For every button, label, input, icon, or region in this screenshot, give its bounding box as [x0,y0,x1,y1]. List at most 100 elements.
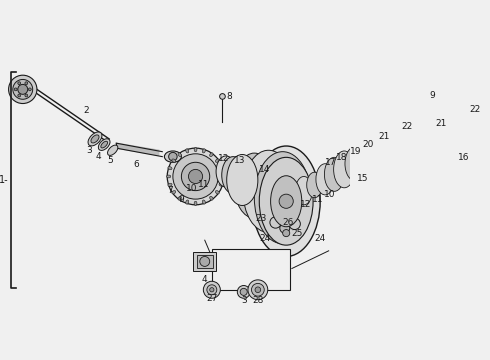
Text: 4: 4 [96,152,101,161]
Ellipse shape [194,148,197,152]
Circle shape [251,283,264,296]
Ellipse shape [421,99,424,103]
Circle shape [9,75,37,104]
Text: 18: 18 [336,153,347,162]
Ellipse shape [202,200,205,204]
Text: 9: 9 [429,90,435,99]
Text: 11: 11 [312,195,324,204]
Ellipse shape [210,153,213,157]
Ellipse shape [178,153,181,157]
Ellipse shape [210,196,213,200]
Ellipse shape [243,150,294,233]
Circle shape [279,194,294,208]
Ellipse shape [441,154,444,158]
Ellipse shape [411,103,415,107]
Ellipse shape [270,176,302,227]
Ellipse shape [455,129,460,132]
Ellipse shape [421,158,424,162]
Ellipse shape [101,141,108,148]
Ellipse shape [186,149,189,153]
Text: 12: 12 [218,154,229,163]
Circle shape [248,280,268,300]
Ellipse shape [295,176,313,205]
Text: 21: 21 [435,119,446,128]
Bar [197,255,213,268]
Ellipse shape [194,201,197,206]
Circle shape [412,115,443,146]
Ellipse shape [454,119,458,122]
Ellipse shape [91,135,99,143]
Circle shape [270,217,281,228]
Text: 2: 2 [84,106,89,115]
Ellipse shape [398,119,402,122]
Circle shape [255,287,261,293]
Ellipse shape [403,109,407,113]
Ellipse shape [88,132,102,146]
Text: 24: 24 [259,234,270,243]
Ellipse shape [219,167,223,170]
Bar [212,249,290,290]
Circle shape [240,288,247,296]
Circle shape [25,94,28,97]
Ellipse shape [164,151,181,162]
Circle shape [289,218,300,230]
Text: 22: 22 [469,105,480,114]
Ellipse shape [366,135,388,171]
Ellipse shape [252,146,320,256]
Ellipse shape [167,175,171,178]
Ellipse shape [441,103,444,107]
Bar [194,252,216,271]
Ellipse shape [216,159,219,162]
Circle shape [18,82,21,85]
Text: 14: 14 [259,165,270,174]
Circle shape [173,154,218,199]
Ellipse shape [172,190,176,194]
Ellipse shape [334,151,355,188]
Circle shape [200,256,210,266]
Circle shape [28,88,31,91]
Ellipse shape [178,196,181,200]
Circle shape [14,88,17,91]
Ellipse shape [168,183,172,186]
Ellipse shape [227,154,258,206]
Text: 9: 9 [178,195,184,204]
Ellipse shape [168,167,172,170]
Text: 3: 3 [86,146,92,155]
Text: 23: 23 [256,215,267,224]
Text: 5: 5 [108,156,114,165]
Text: 20: 20 [362,140,373,149]
Circle shape [283,230,290,237]
Circle shape [403,105,453,155]
Ellipse shape [387,121,412,163]
Circle shape [169,152,177,161]
Circle shape [18,94,21,97]
Ellipse shape [98,139,110,150]
Text: 13: 13 [234,156,246,165]
Ellipse shape [222,157,245,193]
Ellipse shape [235,153,274,218]
Ellipse shape [432,158,435,162]
Ellipse shape [254,152,311,244]
Circle shape [421,123,435,138]
Ellipse shape [449,109,452,113]
Circle shape [443,98,469,123]
Ellipse shape [324,157,344,191]
Text: 6: 6 [133,160,139,169]
Text: 4: 4 [202,275,208,284]
Circle shape [456,138,467,149]
Ellipse shape [307,172,322,198]
Ellipse shape [449,148,452,151]
Text: 8: 8 [227,92,232,101]
Circle shape [220,94,225,99]
Ellipse shape [107,145,118,156]
Text: 26: 26 [283,218,294,227]
Ellipse shape [219,183,223,186]
Ellipse shape [396,129,400,132]
Text: 10: 10 [324,190,336,199]
Circle shape [280,223,290,233]
Ellipse shape [454,139,458,142]
Text: 17: 17 [325,158,337,167]
Circle shape [452,106,461,115]
Circle shape [18,84,28,94]
Text: 15: 15 [357,174,368,183]
